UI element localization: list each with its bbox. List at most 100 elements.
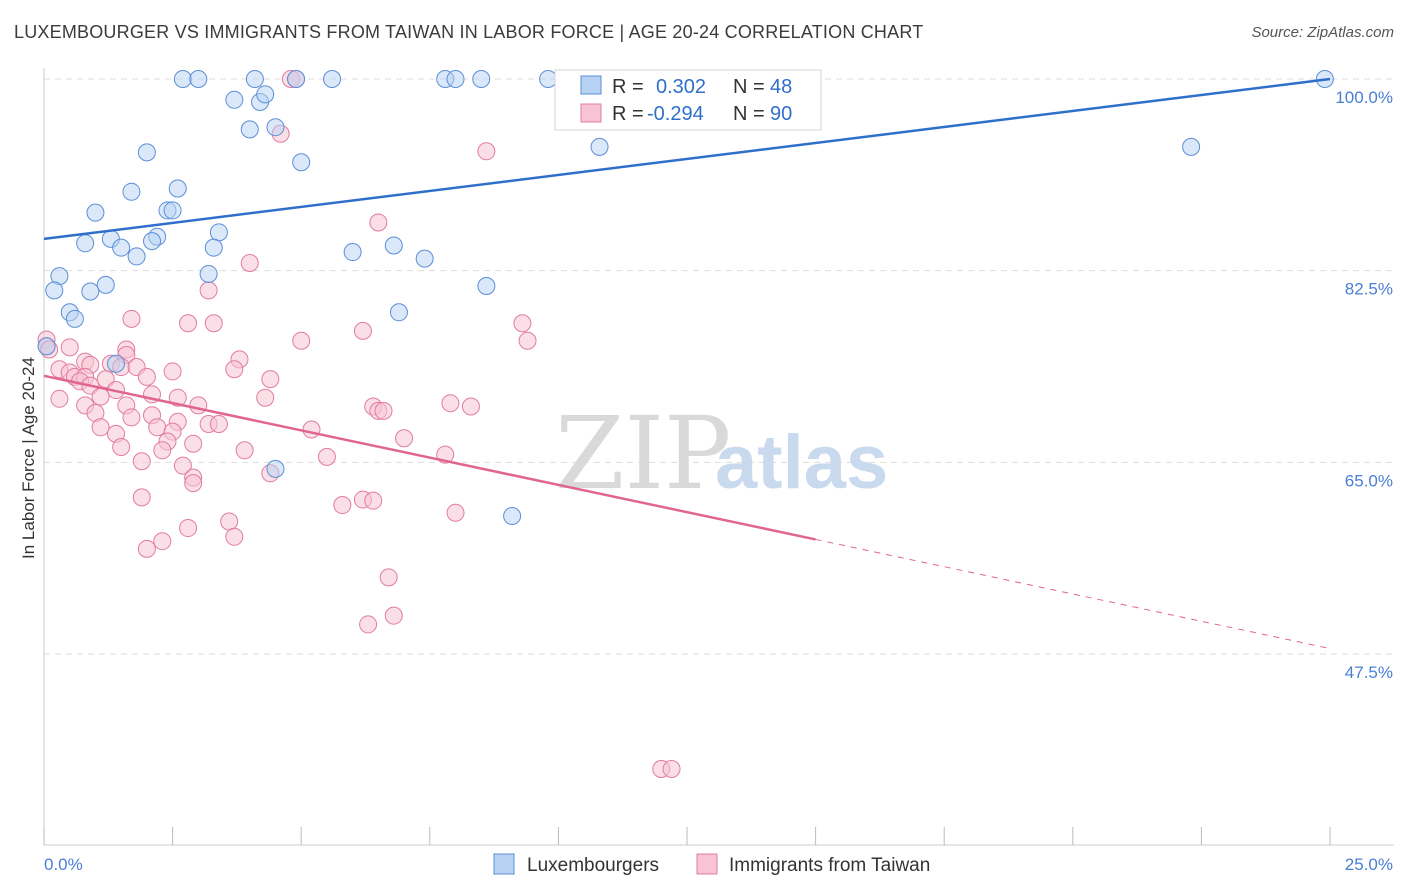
luxembourger-point	[503, 507, 522, 525]
legend-swatch-pink	[580, 103, 602, 123]
taiwan-point	[148, 418, 167, 437]
y-tick-labels: 47.5% 65.0% 82.5% 100.0%	[1335, 88, 1393, 682]
luxembourger-point	[240, 120, 259, 139]
taiwan-point	[91, 387, 110, 406]
legend-n-label-blue: N =	[733, 76, 765, 98]
taiwan-point	[446, 503, 465, 522]
taiwan-point	[477, 142, 496, 161]
taiwan-point	[235, 441, 254, 460]
taiwan-point	[96, 370, 115, 389]
luxembourger-point	[76, 234, 95, 253]
luxembourger-point	[539, 70, 558, 88]
taiwan-point	[209, 415, 228, 433]
luxembourger-point	[415, 249, 434, 268]
legend-n-value-blue: 48	[770, 76, 792, 98]
luxembourger-point	[173, 70, 192, 88]
luxembourger-point	[472, 70, 491, 88]
luxembourger-point	[477, 277, 496, 295]
trend-lines	[43, 77, 1331, 650]
x-tick-label-min: 0.0%	[44, 855, 83, 874]
y-tick-label-1: 65.0%	[1345, 471, 1393, 490]
taiwan-point	[112, 438, 131, 456]
axes	[43, 68, 1394, 846]
taiwan-point	[91, 418, 110, 437]
luxembourger-point	[1182, 137, 1201, 156]
taiwan-point	[302, 420, 321, 439]
taiwan-point	[261, 370, 280, 389]
luxembourger-point	[292, 153, 311, 172]
taiwan-point	[441, 394, 460, 413]
bottom-legend-label-blue: Luxembourgers	[527, 855, 659, 876]
taiwan-point	[379, 568, 398, 587]
legend-swatch-blue	[580, 75, 602, 95]
trend-line-luxembourgers	[43, 77, 1331, 241]
taiwan-point	[122, 408, 141, 427]
luxembourger-point	[204, 238, 223, 257]
taiwan-point	[189, 396, 208, 415]
legend-box: R = 0.302 N = 48 R = -0.294 N = 90	[554, 69, 822, 131]
trend-line-taiwan	[43, 374, 816, 541]
luxembourger-point	[225, 90, 244, 109]
taiwan-point	[518, 331, 537, 350]
taiwan-point	[184, 434, 203, 453]
bottom-legend: Luxembourgers Immigrants from Taiwan	[493, 853, 930, 876]
taiwan-point	[292, 331, 311, 350]
luxembourger-point	[127, 247, 146, 266]
chart-title: LUXEMBOURGER VS IMMIGRANTS FROM TAIWAN I…	[14, 22, 924, 42]
taiwan-point	[369, 213, 388, 232]
luxembourger-point	[37, 337, 56, 356]
taiwan-point	[137, 539, 156, 558]
legend-r-value-pink: -0.294	[647, 103, 704, 125]
luxembourger-point	[163, 201, 182, 220]
luxembourger-point	[287, 70, 306, 88]
taiwan-point	[132, 488, 151, 507]
bottom-legend-swatch-pink	[696, 853, 718, 875]
watermark-zip: ZIP	[555, 395, 731, 512]
luxembourger-point	[256, 85, 275, 104]
watermark-atlas: atlas	[715, 420, 888, 505]
taiwan-point	[395, 429, 414, 448]
luxembourger-point	[96, 275, 115, 294]
taiwan-point	[240, 254, 259, 272]
taiwan-point	[204, 314, 223, 333]
taiwan-point	[168, 388, 187, 407]
taiwan-point	[153, 532, 172, 551]
taiwan-point	[364, 491, 383, 510]
taiwan-point	[333, 496, 352, 515]
bottom-legend-label-pink: Immigrants from Taiwan	[729, 855, 930, 876]
legend-r-label-blue: R =	[612, 76, 644, 98]
taiwan-point	[317, 447, 336, 466]
taiwan-point	[225, 360, 244, 379]
luxembourger-point	[590, 137, 609, 156]
source-credit: Source: ZipAtlas.com	[1251, 24, 1394, 41]
luxembourger-point	[323, 70, 342, 88]
legend-n-value-pink: 90	[770, 103, 792, 125]
luxembourger-point	[384, 236, 403, 255]
taiwan-point	[179, 314, 198, 333]
luxembourger-point	[245, 70, 264, 88]
legend-r-label-pink: R =	[612, 103, 644, 125]
taiwan-point	[220, 512, 239, 531]
taiwan-point	[50, 389, 69, 408]
taiwan-point	[256, 388, 275, 407]
luxembourger-point	[266, 118, 285, 137]
taiwan-point	[461, 397, 480, 416]
luxembourger-point	[199, 264, 218, 283]
taiwan-point	[60, 338, 79, 357]
y-tick-label-3: 100.0%	[1335, 88, 1393, 107]
x-tick-label-max: 25.0%	[1345, 855, 1393, 874]
luxembourger-point	[65, 309, 84, 328]
luxembourger-point	[81, 282, 100, 301]
y-tick-label-2: 82.5%	[1345, 280, 1393, 299]
luxembourger-point	[446, 70, 465, 88]
luxembourger-point	[107, 354, 126, 373]
taiwan-point	[662, 760, 681, 778]
bottom-legend-swatch-blue	[493, 853, 515, 875]
luxembourger-point	[143, 232, 162, 251]
luxembourger-point	[343, 243, 362, 262]
taiwan-point	[132, 452, 151, 471]
taiwan-point	[153, 441, 172, 460]
legend-r-value-blue: 0.302	[656, 76, 706, 98]
taiwan-point	[353, 321, 372, 340]
